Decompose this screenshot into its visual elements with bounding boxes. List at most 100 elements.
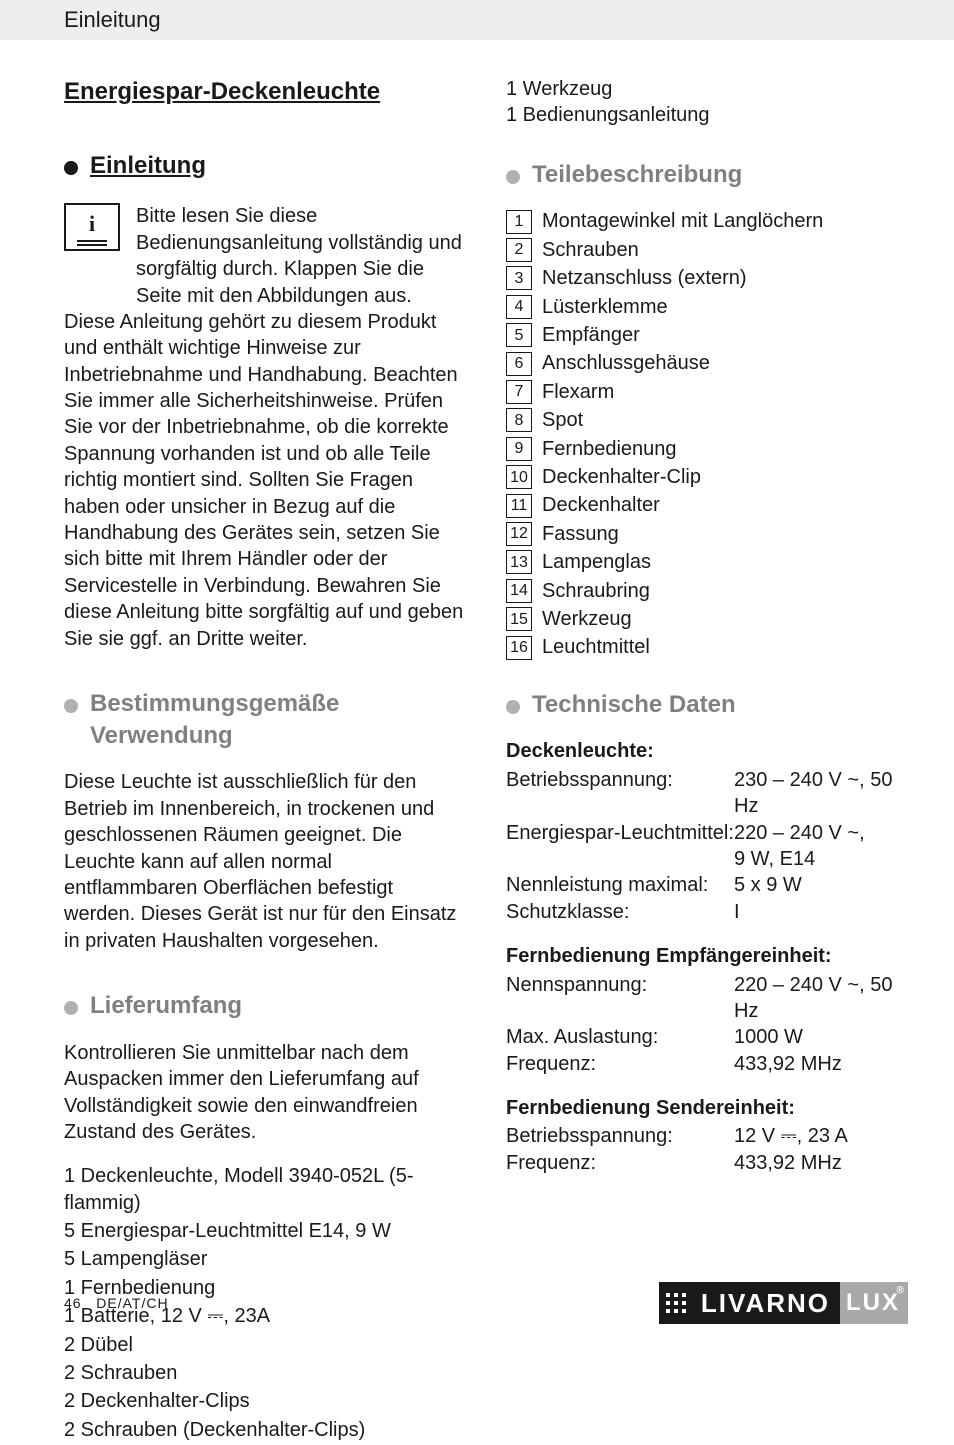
spec-label: Frequenz: [506, 1150, 734, 1176]
part-row: 12Fassung [506, 521, 908, 547]
spec-label [506, 846, 734, 872]
page-title: Energiespar-Deckenleuchte [64, 76, 466, 108]
part-label: Empfänger [542, 322, 640, 348]
bestimmung-heading-row: Bestimmungsgemäße Verwendung [64, 688, 466, 751]
part-row: 4Lüsterklemme [506, 294, 908, 320]
spec-row: Max. Auslastung:1000 W [506, 1024, 908, 1050]
list-item: 2 Schrauben [64, 1360, 466, 1386]
part-label: Montagewinkel mit Langlöchern [542, 208, 823, 234]
brand-logo: LIVARNO LUX® [659, 1282, 908, 1324]
intro-heading-row: Einleitung [64, 150, 466, 182]
brand-name: LIVARNO [693, 1282, 840, 1324]
spec-value: 220 – 240 V ~, 50 Hz [734, 972, 908, 1025]
part-row: 11 Deckenhalter [506, 492, 908, 518]
spec-label: Frequenz: [506, 1051, 734, 1077]
part-number: 11 [506, 494, 532, 518]
bullet-filled-icon [64, 161, 78, 175]
spec-label: Energiespar-Leuchtmittel: [506, 820, 734, 846]
page-number: 46 [64, 1295, 82, 1311]
part-number: 10 [506, 465, 532, 489]
spec-row: Schutzklasse:I [506, 899, 908, 925]
content-area: Energiespar-Deckenleuchte Einleitung i B… [0, 40, 954, 1445]
spec-row: Nennspannung:220 – 240 V ~, 50 Hz [506, 972, 908, 1025]
part-label: Netzanschluss (extern) [542, 265, 747, 291]
part-number: 4 [506, 295, 532, 319]
list-item: 2 Deckenhalter-Clips [64, 1388, 466, 1414]
spec-row: 9 W, E14 [506, 846, 908, 872]
list-item: 5 Energiespar-Leuchtmittel E14, 9 W [64, 1218, 466, 1244]
spec-row: Betriebsspannung:230 – 240 V ~, 50 Hz [506, 767, 908, 820]
intro-lead: Bitte lesen Sie diese Bedienungsanleitun… [136, 203, 466, 309]
part-number: 9 [506, 437, 532, 461]
bestimmung-heading-l1: Bestimmungsgemäße [90, 688, 339, 720]
part-row: 16 Leuchtmittel [506, 634, 908, 660]
spec-label: Betriebsspannung: [506, 1123, 734, 1149]
part-number: 1 [506, 210, 532, 234]
part-row: 3 Netzanschluss (extern) [506, 265, 908, 291]
part-row: 13 Lampenglas [506, 549, 908, 575]
parts-heading: Teilebeschreibung [532, 159, 742, 191]
part-label: Schraubring [542, 578, 650, 604]
part-label: Leuchtmittel [542, 634, 650, 660]
header-bar: Einleitung [0, 0, 954, 40]
spec-label: Schutzklasse: [506, 899, 734, 925]
tech-sub-decken: Deckenleuchte: [506, 738, 908, 764]
part-number: 7 [506, 380, 532, 404]
bestimmung-heading-l2: Verwendung [90, 720, 339, 752]
footer: 46 DE/AT/CH LIVARNO LUX® [64, 1282, 908, 1324]
bullet-hollow-icon [64, 1001, 78, 1015]
manual-info-icon: i [64, 203, 120, 251]
brand-suffix: LUX® [840, 1282, 908, 1324]
part-number: 3 [506, 266, 532, 290]
list-item: 2 Dübel [64, 1332, 466, 1358]
list-item: 2 Schrauben (Deckenhalter-Clips) [64, 1417, 466, 1443]
bestimmung-body: Diese Leuchte ist ausschließlich für den… [64, 769, 466, 954]
part-number: 5 [506, 323, 532, 347]
part-row: 1 Montagewinkel mit Langlöchern [506, 208, 908, 234]
bullet-hollow-icon [506, 700, 520, 714]
spec-value: I [734, 899, 908, 925]
bullet-hollow-icon [64, 699, 78, 713]
part-row: 15 Werkzeug [506, 606, 908, 632]
spec-row: Betriebsspannung:12 V ⎓, 23 A [506, 1123, 908, 1149]
intro-body: Diese Anleitung gehört zu diesem Produkt… [64, 309, 466, 652]
intro-heading: Einleitung [90, 150, 206, 182]
list-item: 1 Werkzeug [506, 76, 908, 102]
part-label: Werkzeug [542, 606, 632, 632]
part-row: 8Spot [506, 407, 908, 433]
part-number: 2 [506, 238, 532, 262]
spec-value: 230 – 240 V ~, 50 Hz [734, 767, 908, 820]
list-item: 1 Deckenleuchte, Modell 3940-052L (5-fla… [64, 1163, 466, 1216]
tech-heading-row: Technische Daten [506, 689, 908, 721]
part-label: Spot [542, 407, 583, 433]
carryover-list: 1 Werkzeug 1 Bedienungsanleitung [506, 76, 908, 129]
brand-grid-icon [659, 1282, 693, 1324]
liefer-heading-row: Lieferumfang [64, 990, 466, 1022]
part-label: Deckenhalter [542, 492, 660, 518]
part-row: 14 Schraubring [506, 578, 908, 604]
spec-value: 12 V ⎓, 23 A [734, 1123, 908, 1149]
part-row: 7Flexarm [506, 379, 908, 405]
tech-sub-send: Fernbedienung Sendereinheit: [506, 1095, 908, 1121]
part-number: 6 [506, 352, 532, 376]
part-number: 14 [506, 579, 532, 603]
spec-label: Max. Auslastung: [506, 1024, 734, 1050]
part-number: 16 [506, 636, 532, 660]
part-label: Lampenglas [542, 549, 651, 575]
liefer-heading: Lieferumfang [90, 990, 242, 1022]
spec-value: 433,92 MHz [734, 1150, 908, 1176]
part-row: 2Schrauben [506, 237, 908, 263]
part-row: 6Anschlussgehäuse [506, 350, 908, 376]
spec-row: Frequenz:433,92 MHz [506, 1051, 908, 1077]
spec-label: Betriebsspannung: [506, 767, 734, 820]
part-row: 5 Empfänger [506, 322, 908, 348]
part-label: Deckenhalter-Clip [542, 464, 701, 490]
intro-block: i Bitte lesen Sie diese Bedienungsanleit… [64, 203, 466, 309]
part-number: 13 [506, 550, 532, 574]
part-number: 15 [506, 607, 532, 631]
breadcrumb: Einleitung [64, 5, 161, 34]
spec-value: 220 – 240 V ~, [734, 820, 908, 846]
part-label: Fernbedienung [542, 436, 677, 462]
tech-sub-empf: Fernbedienung Empfängereinheit: [506, 943, 908, 969]
footer-left: 46 DE/AT/CH [64, 1294, 169, 1312]
